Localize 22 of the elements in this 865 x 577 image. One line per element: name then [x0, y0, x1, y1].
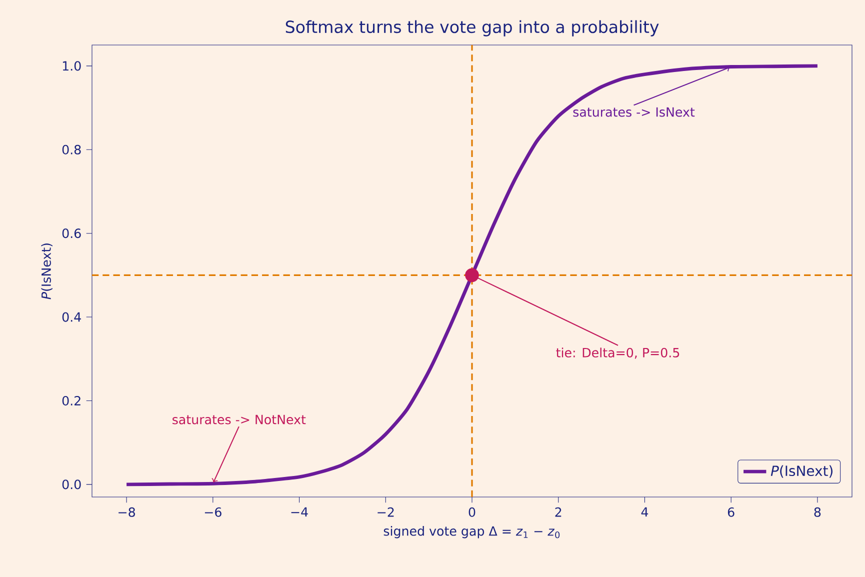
y-tick-label: 1.0 [62, 61, 81, 71]
x-tick-label: 4 [641, 507, 648, 517]
y-tick-label: 0.6 [62, 228, 81, 238]
annotation: tie: Delta=0, P=0.5 [556, 348, 680, 359]
x-tick-label: 8 [814, 507, 821, 517]
y-tick-label: 0.0 [62, 480, 81, 490]
y-tick-label: 0.2 [62, 396, 80, 406]
x-tick-label: 0 [468, 507, 476, 517]
annotation: saturates -> IsNext [573, 107, 695, 117]
x-axis-title: signed vote gap Δ = z$_{1}$ − z$_{0}$ [384, 526, 560, 538]
x-tick-label: −6 [204, 507, 222, 517]
x-tick-label: −8 [118, 507, 135, 517]
y-tick-label: 0.8 [62, 144, 81, 154]
x-tick-label: 2 [555, 507, 562, 517]
x-tick-label: 6 [728, 507, 734, 517]
x-tick-label: −2 [378, 507, 394, 517]
annotation: saturates -> NotNext [172, 414, 306, 424]
y-axis-title: P(IsNext) [41, 244, 52, 300]
y-tick-label: 0.4 [62, 312, 81, 322]
x-tick-label: −4 [291, 507, 308, 517]
chart-title: Softmax turns the vote gap into a probability [286, 20, 659, 36]
legend-label: P(IsNext) [770, 465, 833, 478]
